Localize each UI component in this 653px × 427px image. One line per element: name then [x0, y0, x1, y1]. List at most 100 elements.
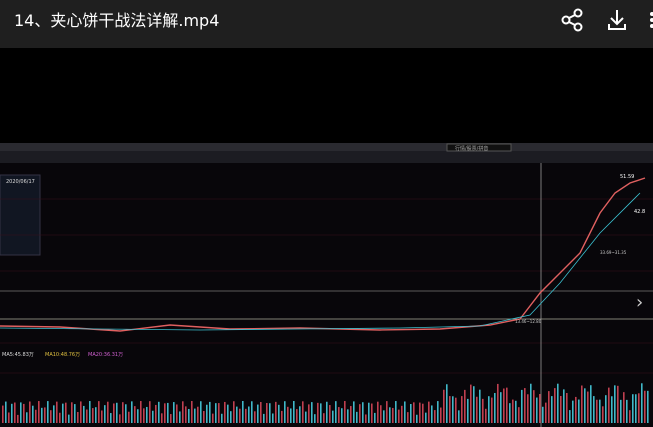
volume-bar — [506, 387, 508, 423]
volume-bar — [428, 401, 430, 423]
volume-bar — [182, 401, 184, 423]
volume-bar — [299, 406, 301, 423]
volume-bar — [551, 396, 553, 423]
volume-bar — [392, 407, 394, 423]
volume-bar — [236, 406, 238, 423]
volume-bar — [395, 401, 397, 423]
volume-bar — [308, 404, 310, 423]
volume-bar — [158, 401, 160, 423]
volume-bar — [578, 399, 580, 423]
grid — [0, 198, 653, 374]
volume-bar — [536, 397, 538, 423]
volume-bar — [410, 404, 412, 423]
ma-line — [0, 192, 641, 331]
volume-bar — [638, 393, 640, 423]
volume-bar — [401, 405, 403, 423]
volume-bar — [563, 389, 565, 423]
volume-bar — [434, 410, 436, 423]
search-box[interactable] — [446, 143, 512, 152]
volume-bar — [452, 396, 454, 423]
volume-bar — [200, 401, 202, 423]
volume-bar — [377, 401, 379, 423]
volume-bar — [485, 408, 487, 423]
volume-bar — [125, 404, 127, 423]
volume-bar — [50, 410, 52, 423]
volume-bar — [107, 401, 109, 423]
volume-bar — [173, 402, 175, 423]
volume-bar — [86, 409, 88, 423]
volume-bar — [581, 385, 583, 423]
volume-bar — [560, 395, 562, 423]
volume-bar — [539, 394, 541, 423]
volume-bar — [206, 404, 208, 423]
share-button[interactable] — [561, 8, 583, 32]
volume-bar — [293, 401, 295, 423]
volume-bar — [617, 385, 619, 423]
volume-bar — [248, 406, 250, 423]
volume-bar — [260, 402, 262, 423]
volume-bar — [92, 408, 94, 423]
volume-bar — [17, 414, 19, 423]
volume-bar — [467, 398, 469, 423]
volume-bar — [284, 401, 286, 423]
volume-bar — [530, 383, 532, 423]
volume-bar — [569, 410, 571, 423]
volume-bar — [179, 411, 181, 423]
toolbar — [0, 151, 653, 163]
volume-bar — [344, 401, 346, 423]
volume-bar — [143, 408, 145, 423]
volume-bar — [596, 399, 598, 423]
volume-bar — [611, 396, 613, 423]
volume-bar — [242, 401, 244, 423]
volume-bar — [593, 396, 595, 423]
volume-bar — [230, 411, 232, 423]
volume-bar — [614, 385, 616, 423]
volume-bar — [608, 387, 610, 423]
volume-bar — [152, 410, 154, 423]
volume-bar — [281, 410, 283, 423]
volume-bar — [644, 390, 646, 423]
volume-bar — [350, 406, 352, 423]
volume-bar — [209, 401, 211, 423]
volume-bar — [437, 401, 439, 423]
volume-bar — [353, 401, 355, 423]
volume-bar — [164, 403, 166, 423]
volume-bar — [80, 401, 82, 423]
volume-bar — [11, 403, 13, 423]
volume-bar — [62, 403, 64, 423]
volume-bar — [2, 405, 4, 423]
volume-bar — [272, 413, 274, 423]
volume-bar — [548, 391, 550, 423]
search-text: 行情/股票/拼音 — [455, 145, 488, 152]
volume-bar — [47, 401, 49, 423]
next-arrow[interactable]: › — [636, 292, 643, 313]
volume-bar — [407, 412, 409, 423]
volume-bar — [269, 403, 271, 423]
volume-bar — [311, 402, 313, 423]
video-frame: 行情/股票/拼音 2020/06/17 51.59 42.8 33.69~31.… — [0, 143, 653, 427]
volume-bar — [491, 397, 493, 423]
volume-bar — [176, 404, 178, 423]
volume-bar — [131, 401, 133, 423]
volume-bar — [251, 401, 253, 423]
more-button[interactable] — [650, 12, 653, 28]
volume-bar — [533, 390, 535, 423]
volume-bar — [140, 401, 142, 423]
volume-bar — [137, 409, 139, 423]
volume-bar — [488, 396, 490, 423]
volume-bar — [56, 401, 58, 423]
volume-bar — [389, 407, 391, 423]
volume-bar — [647, 390, 649, 423]
volume-bar — [566, 392, 568, 423]
download-button[interactable] — [608, 10, 626, 30]
volume-bar — [194, 408, 196, 423]
volume-bar — [422, 403, 424, 423]
volume-bar — [332, 410, 334, 423]
volume-bar — [458, 410, 460, 423]
volume-bar — [224, 401, 226, 423]
volume-bar — [323, 413, 325, 423]
volume-bar — [521, 389, 523, 423]
volume-bars — [2, 383, 649, 423]
vol-ma10: MA10:48.76万 — [45, 352, 80, 358]
volume-bar — [500, 392, 502, 423]
